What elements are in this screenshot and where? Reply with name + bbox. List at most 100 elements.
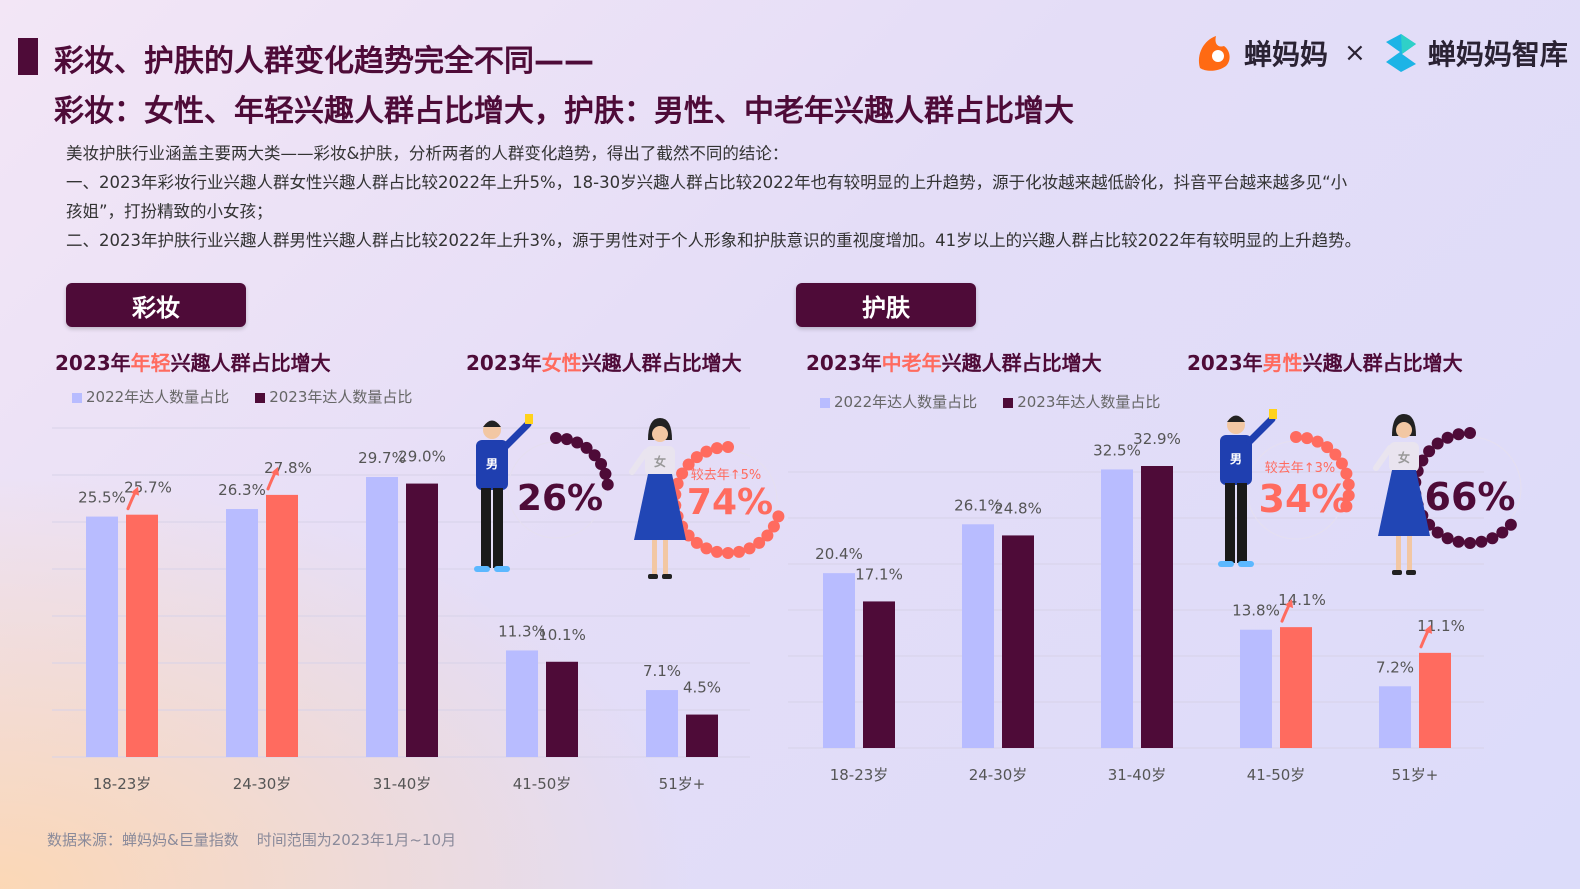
heading-highlight: 女性 (541, 351, 582, 375)
bar-2023-51岁+ (686, 714, 718, 757)
heading-post: 兴趣人群占比增大 (581, 351, 742, 375)
ring-dot (599, 467, 612, 480)
skincare-age-heading: 2023年中老年兴趣人群占比增大 (806, 347, 1102, 376)
ring-dot (580, 441, 593, 454)
bar-2022-31-40岁 (1101, 469, 1133, 748)
intro-line-2: 一、2023年彩妆行业兴趣人群女性兴趣人群占比较2022年上升5%，18-30岁… (66, 173, 1348, 192)
ring-dot (772, 510, 785, 523)
ring-dot (550, 432, 562, 444)
bar-2022-18-23岁 (823, 573, 855, 748)
arm (1246, 415, 1276, 445)
data-label-2023-24-30岁: 27.8% (264, 459, 312, 477)
bar-2023-24-30岁 (266, 494, 298, 757)
tick-label-41-50岁: 41-50岁 (513, 775, 572, 793)
ring-dot (1452, 428, 1465, 441)
makeup-section-pill: 彩妆 (66, 283, 246, 327)
phone (525, 414, 533, 424)
ring-dot (700, 542, 713, 555)
ring-dot (722, 441, 734, 453)
arm (502, 420, 532, 450)
intro-paragraph: 美妆护肤行业涵盖主要两大类——彩妆&护肤，分析两者的人群变化趋势，得出了截然不同… (66, 139, 1526, 255)
arrow-head (271, 466, 279, 476)
skirt (634, 474, 686, 540)
data-label-2022-24-30岁: 26.1% (954, 496, 1002, 514)
data-label-2023-41-50岁: 14.1% (1278, 591, 1326, 609)
shoe-left (1218, 561, 1234, 567)
ring-dot (1496, 526, 1509, 539)
makeup-female-change-note: 较去年↑5% (691, 468, 762, 483)
leg-left (652, 540, 657, 576)
data-label-2022-41-50岁: 13.8% (1232, 602, 1280, 620)
heading-highlight: 男性 (1262, 351, 1303, 375)
hair (483, 420, 501, 427)
data-label-2022-31-40岁: 32.5% (1093, 441, 1141, 459)
leg-left (481, 488, 491, 568)
ring-dot (1431, 526, 1444, 539)
data-label-2022-18-23岁: 20.4% (815, 545, 863, 563)
data-label-2023-24-30岁: 24.8% (994, 499, 1042, 517)
chanmama-logo-icon (1198, 36, 1230, 71)
heading-pre: 2023年 (55, 351, 131, 375)
ring-dot (753, 536, 766, 549)
data-label-2022-41-50岁: 11.3% (498, 622, 546, 640)
arm (629, 449, 649, 475)
ring-dot (1464, 537, 1476, 549)
legend-swatch-2022 (820, 397, 830, 408)
shoe-left (1392, 570, 1402, 575)
makeup-male-percent: 26% (517, 478, 603, 519)
bar-2023-41-50岁 (546, 661, 578, 757)
tick-label-41-50岁: 41-50岁 (1247, 766, 1306, 784)
leg-right (1407, 536, 1412, 572)
heading-pre: 2023年 (806, 351, 882, 375)
ring-dot (560, 433, 573, 446)
bar-2023-31-40岁 (406, 483, 438, 757)
data-label-2022-31-40岁: 29.7% (358, 449, 406, 467)
shirt (476, 440, 508, 490)
ring-dot (700, 445, 713, 458)
heading-post: 兴趣人群占比增大 (170, 351, 331, 375)
bar-2023-18-23岁 (863, 601, 895, 748)
skincare-female-percent: 66% (1425, 475, 1516, 519)
arm (1373, 445, 1393, 471)
heading-post: 兴趣人群占比增大 (941, 351, 1102, 375)
ring-dot (1464, 427, 1476, 439)
legend-label-2022: 2022年达人数量占比 (86, 388, 230, 406)
arrow-head (1285, 599, 1293, 609)
heading-highlight: 中老年 (881, 351, 942, 375)
leg-left (1396, 536, 1401, 572)
bar-2023-24-30岁 (1002, 535, 1034, 748)
makeup-age-chart: 25.5%25.7% 18-23岁 26.3% 27.8% 24-30岁 29.7%29.… (52, 427, 750, 793)
ring-dot (1290, 431, 1302, 443)
skincare-male-percent: 34% (1259, 477, 1350, 521)
makeup-female-dot-ring (669, 441, 785, 559)
bar-2022-24-30岁 (226, 509, 258, 757)
ring-dot (1321, 441, 1334, 454)
shoe-right (1238, 561, 1254, 567)
data-label-2022-51岁+: 7.1% (643, 662, 681, 680)
data-label-2023-18-23岁: 25.7% (124, 479, 172, 497)
ring-dot (761, 529, 774, 542)
legend-item-2023: 2023年达人数量占比 (1003, 391, 1160, 412)
leg-right (1237, 483, 1247, 563)
legend-item-2022: 2022年达人数量占比 (72, 386, 229, 407)
skincare-male-change-note: 较去年↑3% (1265, 461, 1336, 476)
intro-line-3: 孩姐”，打扮精致的小女孩； (66, 202, 273, 221)
ring-dot (743, 542, 756, 555)
figure-label: 女 (1398, 450, 1410, 465)
ring-dot (682, 458, 695, 471)
figure-label: 男 (486, 457, 498, 471)
bar-2023-51岁+ (1419, 652, 1451, 748)
bar-2022-24-30岁 (962, 524, 994, 748)
tick-label-31-40岁: 31-40岁 (373, 775, 432, 793)
chanmama-think-tank-logo-icon (1385, 34, 1416, 72)
leg-left (1225, 483, 1235, 563)
ring-dot (1329, 448, 1342, 461)
tick-label-24-30岁: 24-30岁 (233, 775, 292, 793)
ring-dot (710, 442, 723, 455)
page-subtitle: 彩妆：女性、年轻兴趣人群占比增大，护肤：男性、中老年兴趣人群占比增大 (54, 94, 1074, 129)
legend-label-2023: 2023年达人数量占比 (269, 388, 413, 406)
skincare-gender-heading: 2023年男性兴趣人群占比增大 (1187, 347, 1463, 376)
shoe-left (648, 574, 658, 579)
data-label-2023-51岁+: 11.1% (1417, 617, 1465, 635)
ring-dot (1452, 535, 1465, 548)
